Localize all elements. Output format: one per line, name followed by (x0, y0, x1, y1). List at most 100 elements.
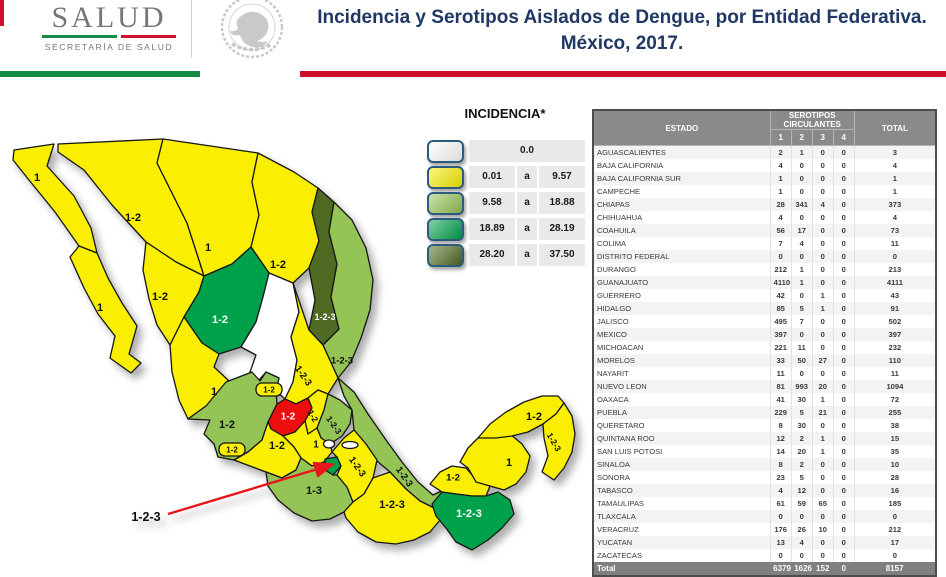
serotype-count-cell: 0 (833, 367, 855, 380)
serotype-count-cell: 4 (770, 211, 792, 224)
map-label-nayarit: 1 (211, 386, 217, 398)
table-row: SONORA 23 5 0 0 28 (593, 471, 937, 484)
state-total-cell: 213 (854, 263, 937, 276)
table-row: MORELOS 33 50 27 0 110 (593, 354, 937, 367)
table-row: SINALOA 8 2 0 0 10 (593, 458, 937, 471)
map-label-nuevo-leon: 1-2-3 (314, 312, 335, 322)
state-name-cell: TAMAULIPAS (593, 497, 771, 510)
state-total-cell: 73 (854, 224, 937, 237)
map-label-sinaloa: 1-2 (152, 291, 168, 303)
serotype-count-cell: 495 (770, 315, 792, 328)
serotype-count-cell: 1 (812, 302, 834, 315)
serotype-count-cell: 30 (791, 419, 813, 432)
serotype-count-cell: 229 (770, 406, 792, 419)
corner-red-mark (0, 0, 4, 26)
serotype-count-cell: 85 (770, 302, 792, 315)
serotype-count-cell: 0 (833, 315, 855, 328)
total-serotype-4: 0 (833, 562, 855, 576)
legend-range-value: a (517, 166, 537, 188)
serotype-count-cell: 0 (833, 471, 855, 484)
serotype-count-cell: 0 (833, 445, 855, 458)
serotype-count-cell: 0 (812, 263, 834, 276)
serotype-count-cell: 0 (791, 159, 813, 172)
state-total-cell: 3 (854, 145, 937, 159)
state-name-cell: MEXICO (593, 328, 771, 341)
state-name-cell: OAXACA (593, 393, 771, 406)
legend-row: 9.58 a 18.88 (427, 191, 585, 215)
state-tlaxcala (341, 440, 359, 450)
state-quintana-roo (541, 402, 576, 481)
serotype-count-cell: 41 (770, 393, 792, 406)
state-total-cell: 16 (854, 484, 937, 497)
state-total-cell: 502 (854, 315, 937, 328)
col-header-estado: ESTADO (592, 109, 771, 146)
state-total-cell: 212 (854, 523, 937, 536)
serotype-count-cell: 0 (833, 276, 855, 289)
serotype-count-cell: 0 (791, 367, 813, 380)
serotype-count-cell: 12 (791, 484, 813, 497)
state-total-cell: 35 (854, 445, 937, 458)
state-total-cell: 232 (854, 341, 937, 354)
serotype-count-cell: 2 (791, 432, 813, 445)
state-chiapas (431, 491, 515, 551)
serotype-count-cell: 20 (812, 380, 834, 393)
serotype-count-cell: 5 (791, 406, 813, 419)
col-header-group: SEROTIPOS CIRCULANTES (769, 109, 855, 130)
serotype-count-cell: 0 (812, 185, 834, 198)
serotype-count-cell: 0 (833, 458, 855, 471)
state-total-cell: 38 (854, 419, 937, 432)
total-serotype-2: 1626 (791, 562, 813, 576)
serotype-count-cell: 0 (812, 250, 834, 263)
serotype-count-cell: 0 (812, 419, 834, 432)
table-row: CHIAPAS 28 341 4 0 373 (593, 198, 937, 211)
table-row: SAN LUIS POTOSI 14 20 1 0 35 (593, 445, 937, 458)
table-row: COAHUILA 56 17 0 0 73 (593, 224, 937, 237)
serotype-count-cell: 0 (833, 393, 855, 406)
serotype-count-cell: 0 (770, 510, 792, 523)
legend-row: 18.89 a 28.19 (427, 217, 585, 241)
serotype-count-cell: 993 (791, 380, 813, 393)
state-total-cell: 0 (854, 510, 937, 523)
col-header-serotype-3: 3 (811, 129, 834, 146)
serotype-count-cell: 42 (770, 289, 792, 302)
table-row: GUANAJUATO 4110 1 0 0 4111 (593, 276, 937, 289)
map-label-sonora: 1-2 (125, 212, 141, 224)
legend-swatch-olive (427, 243, 464, 267)
state-name-cell: DISTRITO FEDERAL (593, 250, 771, 263)
table-row: OAXACA 41 30 1 0 72 (593, 393, 937, 406)
table-row: ZACATECAS 0 0 0 0 0 (593, 549, 937, 562)
serotype-count-cell: 11 (770, 367, 792, 380)
serotype-count-cell: 1 (791, 276, 813, 289)
state-name-cell: AGUASCALIENTES (593, 145, 771, 159)
col-header-serotype-1: 1 (769, 129, 792, 146)
serotype-count-cell: 1 (770, 172, 792, 185)
serotype-count-cell: 4 (770, 159, 792, 172)
table-total-row: Total 6379 1626 152 0 8157 (593, 562, 936, 576)
serotype-count-cell: 212 (770, 263, 792, 276)
serotype-count-cell: 4110 (770, 276, 792, 289)
state-name-cell: MICHOACAN (593, 341, 771, 354)
serotype-count-cell: 20 (791, 445, 813, 458)
serotype-count-cell: 2 (791, 458, 813, 471)
state-name-cell: HIDALGO (593, 302, 771, 315)
serotype-count-cell: 0 (812, 237, 834, 250)
map-label-campeche: 1 (506, 457, 512, 469)
col-header-serotype-4: 4 (832, 129, 855, 146)
state-total-cell: 4 (854, 211, 937, 224)
serotype-count-cell: 0 (812, 536, 834, 549)
legend-swatch-yellow (427, 165, 464, 189)
total-serotype-3: 152 (812, 562, 834, 576)
legend-range-value: 9.58 (469, 192, 515, 214)
serotype-count-cell: 221 (770, 341, 792, 354)
serotype-count-cell: 0 (791, 510, 813, 523)
table-row: DURANGO 212 1 0 0 213 (593, 263, 937, 276)
state-total-cell: 4 (854, 159, 937, 172)
serotype-count-cell: 33 (770, 354, 792, 367)
map-label-oaxaca: 1-2-3 (379, 499, 405, 511)
map-label-durango: 1-2 (212, 314, 228, 326)
serotype-count-cell: 23 (770, 471, 792, 484)
state-total-cell: 1 (854, 185, 937, 198)
state-total-cell: 10 (854, 458, 937, 471)
legend-row: 0.01 a 9.57 (427, 165, 585, 189)
